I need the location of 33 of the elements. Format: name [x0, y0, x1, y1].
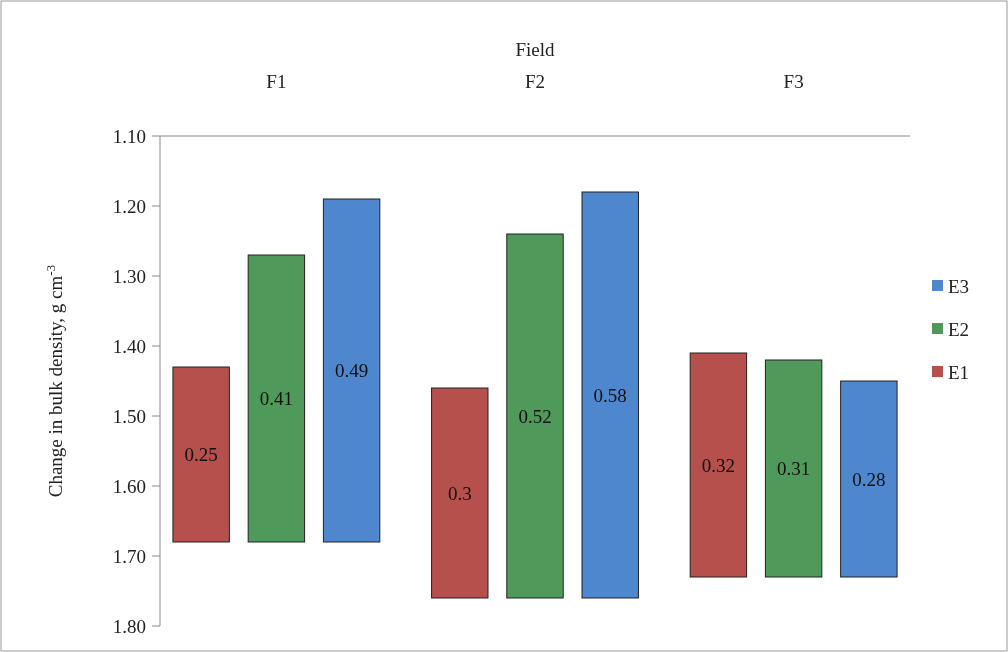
data-label: 0.28	[852, 468, 886, 490]
legend-label: E2	[948, 318, 970, 340]
y-tick-label: 1.60	[112, 475, 146, 497]
x-tick-label: F1	[266, 71, 287, 92]
data-label: 0.49	[334, 360, 369, 382]
y-tick-label: 1.10	[112, 125, 146, 147]
data-label: 0.32	[701, 454, 736, 476]
bar	[689, 352, 748, 578]
y-tick-label: 1.30	[112, 265, 146, 287]
data-label: 0.25	[184, 444, 218, 466]
y-tick-label: 1.50	[112, 405, 146, 427]
y-tick-label: 1.80	[112, 615, 146, 637]
bar	[247, 254, 306, 543]
bar	[506, 233, 564, 599]
x-tick-label: F2	[524, 71, 546, 92]
y-tick-label: 1.20	[112, 195, 146, 217]
y-tick-label: 1.70	[112, 545, 146, 567]
bar	[581, 191, 639, 599]
bar	[322, 198, 381, 543]
bar	[764, 359, 823, 578]
x-tick-label: F3	[783, 71, 804, 92]
bar	[172, 366, 230, 543]
data-label: 0.3	[447, 482, 472, 504]
x-axis-title: Field	[515, 39, 556, 60]
data-label: 0.31	[777, 458, 811, 480]
legend-label: E1	[948, 361, 970, 383]
bar	[431, 387, 489, 599]
data-label: 0.41	[259, 388, 293, 410]
data-label: 0.52	[518, 405, 552, 427]
y-tick-label: 1.40	[112, 335, 146, 357]
bar	[840, 380, 898, 578]
legend-label: E3	[948, 275, 970, 297]
data-label: 0.58	[593, 384, 627, 406]
